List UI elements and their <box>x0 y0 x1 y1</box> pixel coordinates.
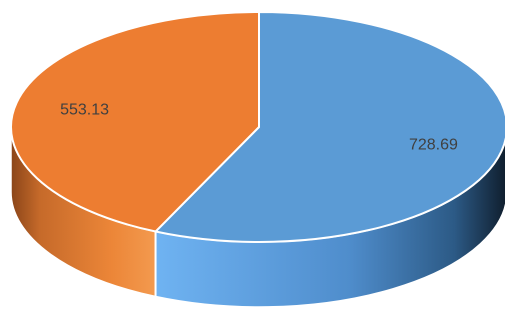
data-label-1: 728.69 <box>409 137 458 154</box>
pie-slice-1 <box>154 11 505 243</box>
data-label-2: 553.13 <box>60 101 109 118</box>
pie-slice-2 <box>10 11 260 233</box>
